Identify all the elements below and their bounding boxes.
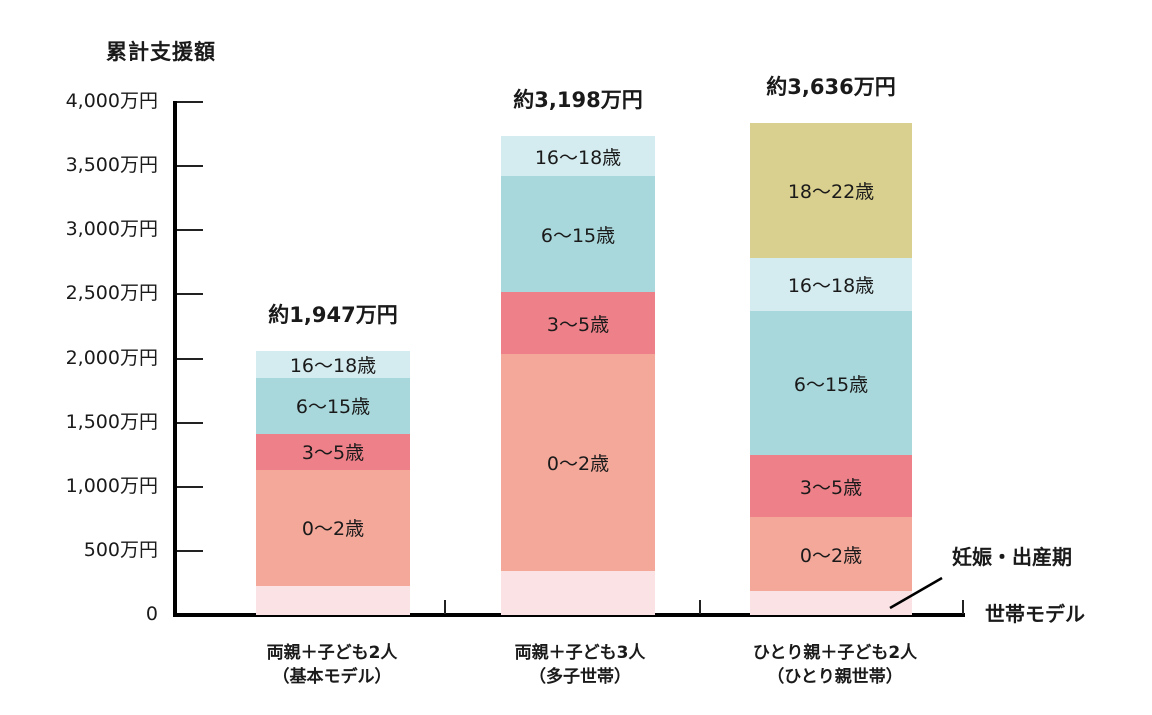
- segment-label: 16〜18歳: [787, 275, 875, 298]
- bar-segment: 6〜15歳: [256, 377, 410, 434]
- segment-label: 6〜15歳: [540, 224, 616, 247]
- y-tick-label: 500万円: [83, 538, 158, 561]
- y-tick-label: 4,000万円: [65, 90, 158, 112]
- segment-label: 3〜5歳: [301, 442, 365, 465]
- category-label: 両親＋子ども3人 （多子世帯）: [514, 643, 646, 687]
- category-label: 両親＋子ども2人 （基本モデル）: [266, 643, 398, 687]
- bar-segment: 0〜2歳: [501, 354, 655, 571]
- y-tick-line: [177, 101, 203, 103]
- bar-segment: 3〜5歳: [501, 292, 655, 355]
- bar-total-label: 約1,947万円: [268, 302, 398, 327]
- segment-label: 0〜2歳: [301, 518, 365, 541]
- y-tick-label: 1,500万円: [65, 410, 158, 433]
- y-tick-line: [177, 549, 203, 552]
- y-axis-line: [173, 101, 177, 617]
- bar-segment: 16〜18歳: [501, 136, 655, 177]
- segment-label: 16〜18歳: [534, 146, 622, 169]
- y-tick-line: [177, 357, 203, 360]
- bar-segment: 6〜15歳: [750, 311, 912, 456]
- y-tick-line: [177, 421, 203, 424]
- y-tick-line: [177, 485, 203, 488]
- bar-segment: [501, 571, 655, 615]
- bar-segment: 16〜18歳: [750, 258, 912, 312]
- x-axis-title: 世帯モデル: [985, 602, 1085, 626]
- segment-label: 3〜5歳: [546, 313, 610, 336]
- pregnancy-period-label: 妊娠・出産期: [952, 545, 1072, 569]
- segment-label: 6〜15歳: [793, 373, 869, 396]
- y-tick-line: [177, 165, 203, 168]
- segment-label: 3〜5歳: [799, 476, 863, 499]
- stacked-bar: 0〜2歳 3〜5歳 6〜15歳 16〜18歳: [501, 136, 655, 615]
- annotation-leader-line: [889, 576, 943, 610]
- y-tick-line: [177, 229, 203, 232]
- bar-total-label: 約3,198万円: [513, 87, 643, 112]
- y-tick-label: 1,000万円: [65, 474, 158, 497]
- bar-segment: 18〜22歳: [750, 123, 912, 259]
- segment-label: 16〜18歳: [289, 354, 377, 377]
- y-tick-line: [177, 293, 203, 296]
- bar-segment: 6〜15歳: [501, 176, 655, 293]
- bar-segment: 3〜5歳: [750, 455, 912, 518]
- segment-label: 0〜2歳: [546, 453, 610, 475]
- x-axis-tick: [444, 600, 446, 614]
- bar-segment: 3〜5歳: [256, 433, 410, 470]
- x-axis-tick: [962, 600, 964, 614]
- y-tick-label: 0: [145, 603, 158, 625]
- bar-segment: [256, 586, 410, 615]
- y-tick-label: 3,500万円: [65, 154, 158, 177]
- x-axis-line: [173, 613, 965, 617]
- stacked-bar: 0〜2歳 3〜5歳 6〜15歳 16〜18歳: [256, 350, 410, 615]
- bar-segment: 0〜2歳: [750, 517, 912, 592]
- bar-total-label: 約3,636万円: [766, 75, 896, 100]
- bar-segment: [750, 591, 912, 615]
- bar-segment: 0〜2歳: [256, 469, 410, 586]
- x-axis-tick: [699, 600, 701, 614]
- bar-segment: 16〜18歳: [256, 350, 410, 378]
- y-tick-label: 2,000万円: [65, 346, 158, 369]
- segment-label: 0〜2歳: [799, 544, 863, 567]
- y-tick-label: 3,000万円: [65, 218, 158, 241]
- segment-label: 6〜15歳: [295, 396, 371, 419]
- category-label: ひとり親＋子ども2人 （ひとり親世帯）: [752, 643, 918, 687]
- segment-label: 18〜22歳: [787, 181, 875, 204]
- stacked-bar: 0〜2歳 3〜5歳 6〜15歳 16〜18歳 18〜22歳: [750, 123, 912, 615]
- y-tick-label: 2,500万円: [65, 282, 158, 305]
- y-axis-title: 累計支援額: [106, 40, 216, 64]
